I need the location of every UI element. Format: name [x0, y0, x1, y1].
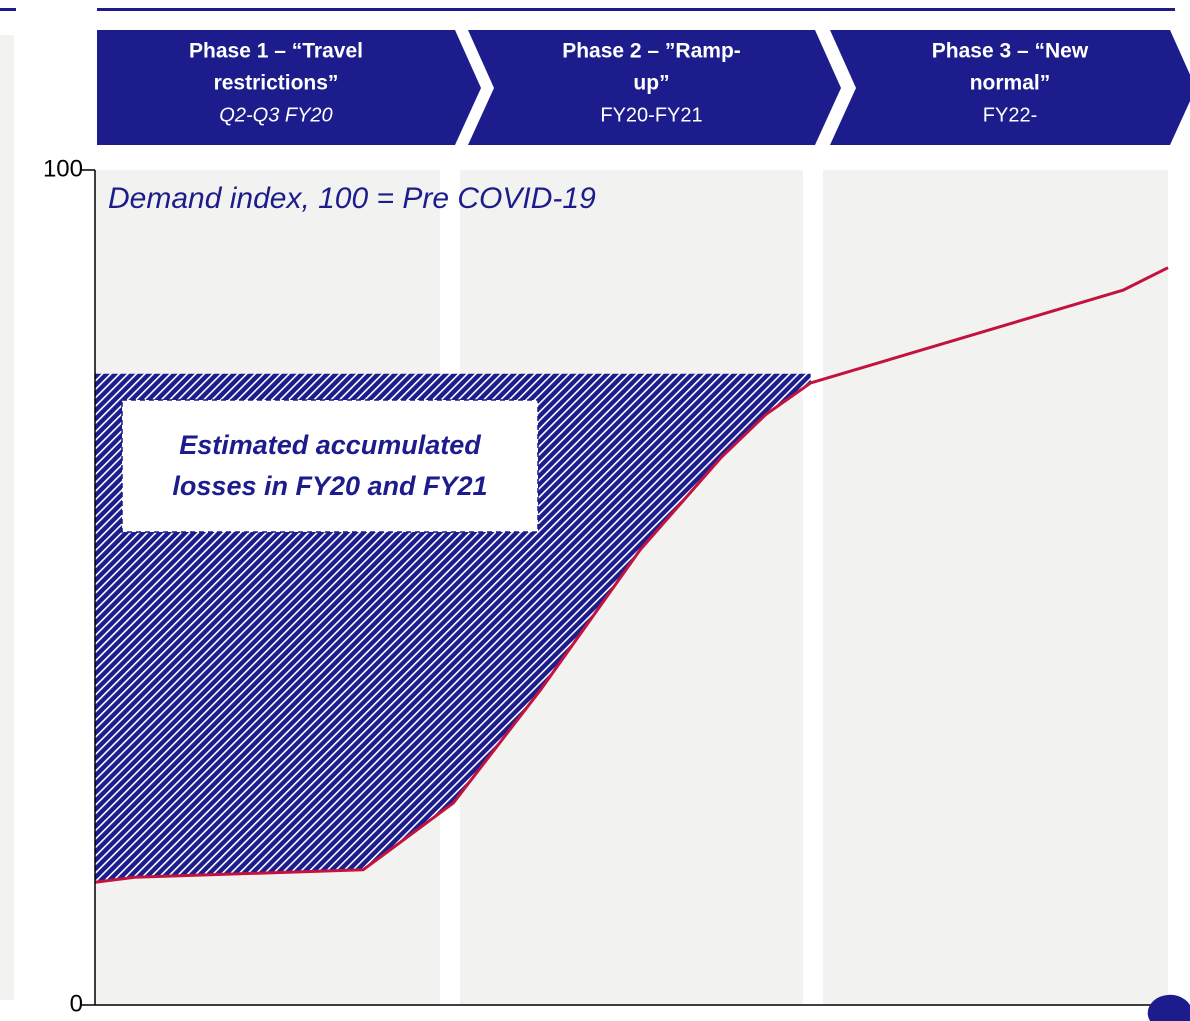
phase-period: FY20-FY21	[600, 104, 702, 126]
left-rule	[0, 8, 16, 11]
phase-title: Phase 2 – ”Ramp-	[562, 40, 741, 63]
phase-title: normal”	[970, 72, 1051, 95]
phase-title: Phase 1 – “Travel	[189, 40, 363, 63]
y-tick-label: 100	[43, 155, 83, 182]
phase-chevron	[97, 30, 481, 145]
phase-title: Phase 3 – “New	[932, 40, 1089, 63]
phase-band	[823, 170, 1168, 1005]
y-tick-label: 0	[70, 990, 83, 1017]
demand-line	[94, 266, 1169, 884]
phase-title: restrictions”	[214, 72, 339, 95]
phase-chevron	[468, 30, 841, 145]
annotation-text: Estimated accumulated	[179, 430, 481, 460]
annotation-text: losses in FY20 and FY21	[172, 471, 487, 501]
annotation-box	[121, 399, 539, 533]
phase-title: up”	[633, 72, 669, 95]
logo-fragment	[1147, 994, 1190, 1021]
phase-period: Q2-Q3 FY20	[219, 104, 332, 126]
subtitle: Demand index, 100 = Pre COVID-19	[108, 182, 596, 215]
phase-period: FY22-	[983, 104, 1037, 126]
phase-chevron	[830, 30, 1190, 145]
left-panel	[0, 35, 14, 1000]
top-rule	[97, 8, 1175, 11]
